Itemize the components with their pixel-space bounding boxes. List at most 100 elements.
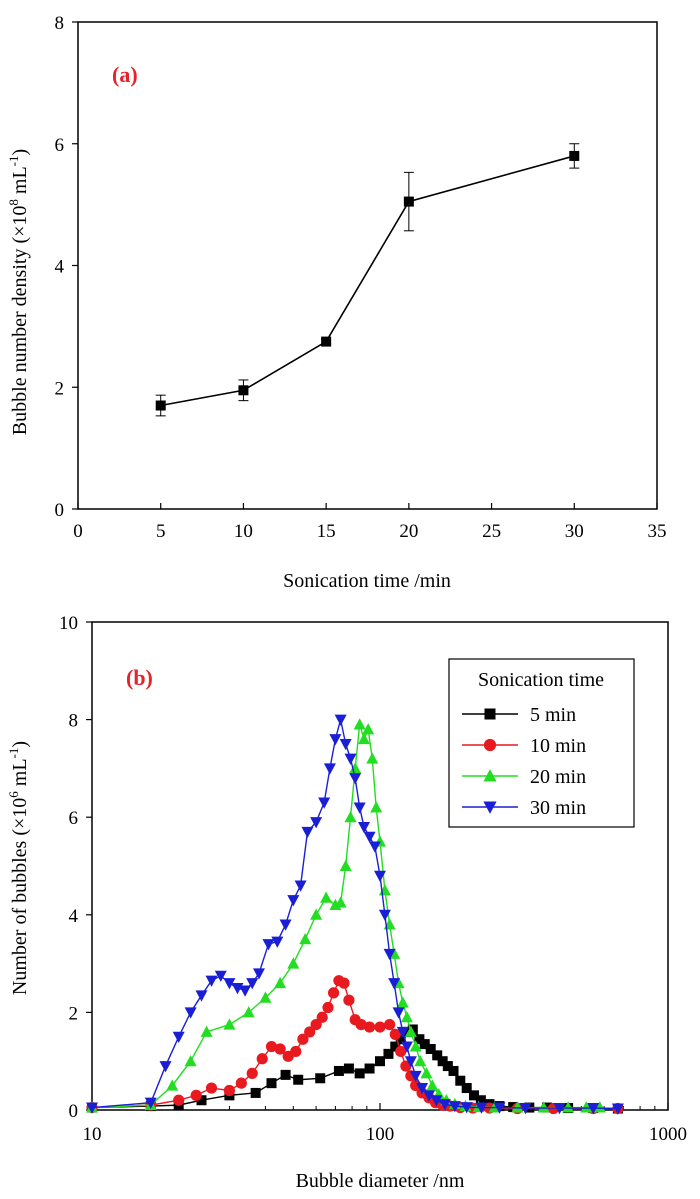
data-point-b <box>353 802 366 814</box>
data-point-b <box>460 1102 473 1114</box>
x-axis-title-b: Bubble diameter /nm <box>296 1170 465 1192</box>
data-point-a <box>238 385 249 396</box>
y-tick-label-b: 10 <box>59 613 78 634</box>
data-point-b <box>301 826 314 839</box>
data-point-b <box>432 1050 443 1061</box>
data-point-b <box>184 1054 197 1067</box>
data-point-b <box>389 1028 401 1040</box>
data-point-b <box>587 1103 600 1115</box>
data-point-b <box>475 1095 486 1106</box>
data-point-b <box>86 1102 98 1114</box>
data-point-b <box>355 1019 367 1031</box>
data-point-b <box>390 1041 401 1052</box>
data-point-b <box>442 1061 453 1072</box>
tick-group-b: 10 100 1000 0 2 4 6 8 10 <box>59 613 687 1145</box>
data-point-b <box>265 1040 278 1053</box>
legend-entry: 30 min <box>462 797 586 819</box>
data-point-b <box>419 1039 430 1050</box>
legend-frame <box>448 658 635 828</box>
x-tick-label-a: 0 <box>73 521 83 542</box>
data-point-b <box>196 1095 207 1106</box>
series-5-min <box>87 1024 623 1114</box>
data-point-b <box>279 919 292 931</box>
chart-panel-a: 0 5 10 15 20 25 30 35 0 2 4 6 8 (a) Sonication time … <box>6 13 667 592</box>
data-point-b <box>519 1103 532 1115</box>
data-point-b <box>323 763 336 775</box>
y-tick-label-b: 8 <box>69 711 79 732</box>
x-tick-label-a: 10 <box>234 521 253 542</box>
series-30-min <box>86 714 624 1115</box>
tick-group-a: 0 5 10 15 20 25 30 35 0 2 4 6 8 <box>55 13 667 542</box>
x-tick-label-a: 15 <box>317 521 336 542</box>
data-point-b <box>493 1102 506 1114</box>
data-point-b <box>271 936 284 948</box>
data-point-a <box>569 150 580 161</box>
x-tick-label-a: 30 <box>565 521 584 542</box>
y-tick-label-a: 4 <box>55 257 65 278</box>
data-point-a <box>321 336 332 347</box>
data-point-b <box>363 1021 376 1033</box>
y-tick-label-a: 8 <box>55 13 65 34</box>
data-point-b <box>396 996 409 1008</box>
data-point-b <box>223 978 236 990</box>
legend-label: 30 min <box>530 797 586 819</box>
data-point-b <box>468 1090 479 1101</box>
data-point-b <box>274 1043 286 1055</box>
data-point-b <box>383 948 396 961</box>
data-point-b <box>363 831 376 843</box>
data-point-b <box>166 1079 179 1091</box>
y-tick-label-a: 0 <box>55 500 65 521</box>
data-point-b <box>414 1034 425 1045</box>
x-axis-title-a: Sonication time /min <box>283 570 451 592</box>
data-point-b <box>448 1101 461 1113</box>
data-point-b <box>553 1103 566 1115</box>
legend-entry: 5 min <box>462 704 576 726</box>
data-point-b <box>250 1087 261 1098</box>
data-point-b <box>410 1080 422 1092</box>
data-point-b <box>293 1074 304 1085</box>
data-point-b <box>420 1067 433 1079</box>
data-point-b <box>262 939 275 951</box>
data-point-b <box>173 1094 185 1106</box>
data-point-b <box>274 976 287 989</box>
data-point-b <box>318 797 331 809</box>
legend-entry: 10 min <box>462 735 586 757</box>
data-point-b <box>223 1084 236 1097</box>
data-point-b <box>287 957 300 969</box>
data-point-b <box>409 1070 422 1083</box>
data-point-b <box>475 1102 488 1114</box>
data-point-b <box>423 1090 436 1102</box>
data-point-b <box>320 891 333 903</box>
data-point-b <box>400 1011 413 1023</box>
data-point-b <box>349 762 362 774</box>
data-point-b <box>404 1025 417 1037</box>
series-group-b <box>86 714 624 1115</box>
data-point-b <box>246 1067 258 1079</box>
x-tick-label-a: 20 <box>399 521 418 542</box>
legend-marker <box>484 708 496 720</box>
data-point-b <box>368 841 381 853</box>
legend-label: 20 min <box>530 766 586 788</box>
data-point-b <box>358 821 371 834</box>
data-point-b <box>414 1054 427 1067</box>
data-point-b <box>392 1007 405 1019</box>
data-point-b <box>383 1048 394 1059</box>
legend-label: 10 min <box>530 735 586 757</box>
data-point-b <box>195 990 208 1002</box>
data-point-b <box>287 895 300 907</box>
data-point-b <box>426 1079 439 1091</box>
y-tick-label-b: 2 <box>69 1003 79 1024</box>
data-point-b <box>299 932 312 945</box>
data-point-b <box>370 801 383 813</box>
data-point-b <box>252 968 265 980</box>
data-point-b <box>562 1101 575 1113</box>
data-point-b <box>297 1033 309 1045</box>
y-tick-label-b: 6 <box>69 808 79 829</box>
data-point-b <box>259 991 272 1003</box>
data-point-a <box>403 196 414 207</box>
data-point-b <box>294 880 307 892</box>
data-point-b <box>430 1095 443 1107</box>
data-point-b <box>343 1063 354 1074</box>
data-point-b <box>334 896 347 908</box>
